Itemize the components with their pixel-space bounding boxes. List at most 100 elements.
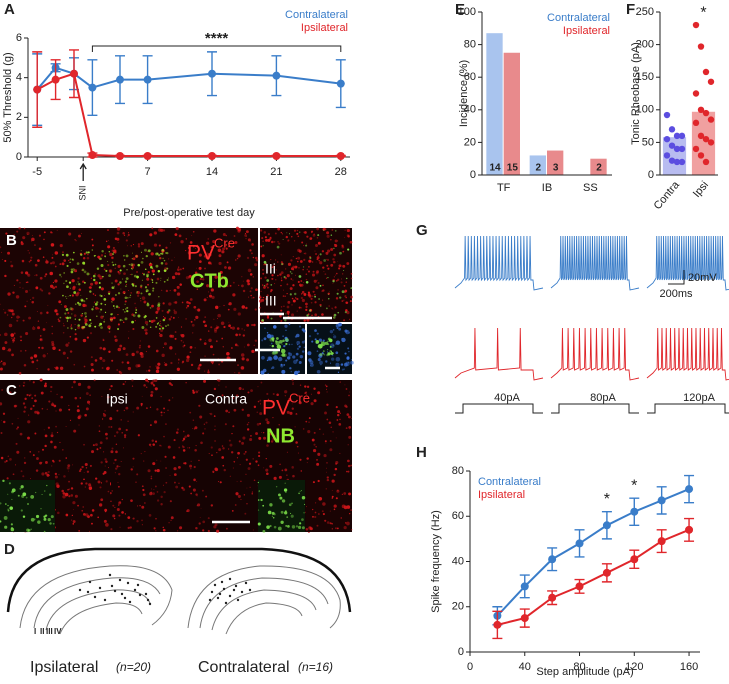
step-label: 120pA xyxy=(683,392,715,404)
speck xyxy=(163,407,165,410)
speck xyxy=(148,443,152,446)
speck xyxy=(43,384,47,388)
speck xyxy=(94,273,97,275)
speck xyxy=(160,411,163,414)
speck xyxy=(350,509,353,512)
speck xyxy=(184,435,187,439)
speck xyxy=(77,504,79,507)
speck xyxy=(23,406,27,409)
speck xyxy=(172,316,175,319)
speck xyxy=(261,319,264,322)
speck xyxy=(155,365,157,367)
speck xyxy=(236,226,239,230)
speck xyxy=(68,342,70,344)
speck xyxy=(245,237,247,240)
speck xyxy=(229,357,231,359)
speck xyxy=(145,407,148,410)
speck xyxy=(163,269,167,273)
speck xyxy=(22,402,26,405)
speck xyxy=(100,287,104,291)
n-label: (n=20) xyxy=(116,660,151,674)
speck xyxy=(280,520,284,524)
speck xyxy=(301,290,305,294)
speck xyxy=(314,515,317,519)
speck xyxy=(164,363,168,367)
speck xyxy=(85,315,87,318)
speck xyxy=(146,370,148,372)
speck xyxy=(127,232,130,234)
speck xyxy=(325,258,327,260)
speck xyxy=(86,256,90,260)
speck xyxy=(286,516,289,518)
speck xyxy=(83,365,86,368)
speck xyxy=(259,399,262,402)
speck xyxy=(331,528,334,530)
speck xyxy=(115,459,117,461)
speck xyxy=(101,249,104,253)
speck xyxy=(62,323,64,325)
speck xyxy=(245,458,248,461)
speck xyxy=(69,287,71,289)
data-point xyxy=(88,151,97,160)
speck xyxy=(271,344,275,348)
speck xyxy=(305,308,308,312)
speck xyxy=(70,307,74,311)
speck xyxy=(119,281,122,284)
speck xyxy=(97,480,101,484)
speck xyxy=(324,273,327,276)
speck xyxy=(243,346,245,348)
speck xyxy=(147,249,151,253)
speck xyxy=(150,320,154,323)
speck xyxy=(246,358,250,362)
speck xyxy=(54,279,58,283)
speck xyxy=(126,306,129,309)
speck xyxy=(221,456,225,459)
speck xyxy=(214,523,218,527)
speck xyxy=(244,512,247,515)
speck xyxy=(257,481,259,484)
speck xyxy=(104,510,107,513)
speck xyxy=(30,528,32,530)
speck xyxy=(151,269,155,273)
speck xyxy=(223,325,226,329)
speck xyxy=(6,477,9,480)
speck xyxy=(279,273,282,276)
speck xyxy=(263,467,265,469)
speck xyxy=(313,443,316,446)
speck xyxy=(92,293,95,295)
speck xyxy=(192,391,196,394)
speck xyxy=(78,318,81,321)
speck xyxy=(310,230,314,233)
speck xyxy=(135,350,139,354)
speck xyxy=(168,317,172,321)
speck xyxy=(120,419,122,421)
speck xyxy=(88,483,92,487)
speck xyxy=(332,280,335,283)
speck xyxy=(185,318,187,320)
speck xyxy=(129,274,131,276)
data-point xyxy=(692,90,700,97)
speck xyxy=(154,469,157,472)
speck xyxy=(91,238,94,241)
speck xyxy=(173,481,176,484)
speck xyxy=(343,526,347,530)
speck xyxy=(257,509,260,511)
speck xyxy=(63,282,65,285)
speck xyxy=(211,454,213,456)
speck xyxy=(50,440,53,444)
speck xyxy=(192,389,195,392)
speck xyxy=(297,370,300,374)
speck xyxy=(298,345,301,348)
speck xyxy=(149,307,152,309)
speck xyxy=(24,349,27,352)
speck xyxy=(140,404,143,407)
speck xyxy=(34,518,36,520)
speck xyxy=(102,315,104,317)
speck xyxy=(108,350,111,353)
speck xyxy=(135,255,138,258)
speck xyxy=(178,482,180,484)
speck xyxy=(110,426,113,428)
speck xyxy=(61,253,65,257)
speck xyxy=(110,528,113,531)
speck xyxy=(156,459,158,461)
